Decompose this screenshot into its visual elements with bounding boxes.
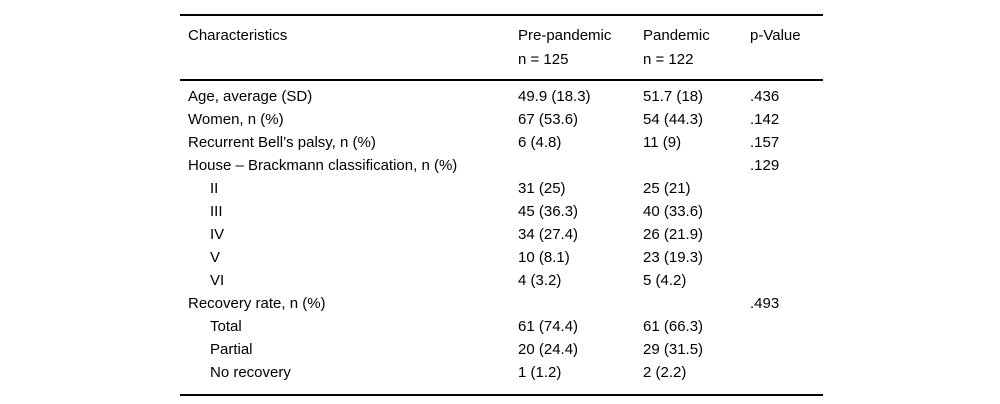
cell-pandemic: 2 (2.2)	[643, 364, 687, 381]
cell-label: II	[210, 180, 219, 197]
table-row: No recovery 1 (1.2) 2 (2.2)	[180, 361, 823, 395]
cell-pandemic: 26 (21.9)	[643, 226, 704, 243]
cell-label: Age, average (SD)	[188, 88, 313, 105]
cell-prepandemic: 10 (8.1)	[518, 249, 570, 266]
table-row: Age, average (SD) 49.9 (18.3) 51.7 (18) …	[180, 80, 823, 108]
cell-label: IV	[210, 226, 225, 243]
cell-label: Recovery rate, n (%)	[188, 295, 326, 312]
cell-label: Total	[210, 318, 242, 335]
cell-label: House – Brackmann classification, n (%)	[188, 157, 458, 174]
col-header-pandemic: Pandemic n = 122	[643, 15, 750, 81]
table-row: IV 34 (27.4) 26 (21.9)	[180, 223, 823, 246]
table-row: VI 4 (3.2) 5 (4.2)	[180, 269, 823, 292]
table-row: V 10 (8.1) 23 (19.3)	[180, 246, 823, 269]
cell-pvalue: .436	[750, 88, 780, 105]
cell-prepandemic: 1 (1.2)	[518, 364, 562, 381]
cell-prepandemic: 45 (36.3)	[518, 203, 579, 220]
table-row: Recurrent Bell’s palsy, n (%) 6 (4.8) 11…	[180, 131, 823, 154]
cell-pvalue: .493	[750, 295, 780, 312]
cell-pandemic: 61 (66.3)	[643, 318, 704, 335]
table-row: Women, n (%) 67 (53.6) 54 (44.3) .142	[180, 108, 823, 131]
cell-pandemic: 25 (21)	[643, 180, 691, 197]
cell-pvalue	[750, 223, 823, 246]
cell-label: Partial	[210, 341, 253, 358]
cell-prepandemic: 67 (53.6)	[518, 111, 579, 128]
cell-pvalue	[750, 338, 823, 361]
cell-prepandemic	[518, 154, 643, 177]
cell-label: Recurrent Bell’s palsy, n (%)	[188, 134, 376, 151]
cell-pvalue	[750, 246, 823, 269]
cell-pvalue	[750, 361, 823, 395]
cell-prepandemic: 49.9 (18.3)	[518, 88, 591, 105]
cell-label: No recovery	[210, 364, 291, 381]
cell-pvalue	[750, 200, 823, 223]
column-title: Characteristics	[188, 27, 288, 44]
cell-pandemic: 51.7 (18)	[643, 88, 704, 105]
column-title: p-Value	[750, 27, 801, 44]
table-row: III 45 (36.3) 40 (33.6)	[180, 200, 823, 223]
cell-label: V	[210, 249, 221, 266]
table-row: House – Brackmann classification, n (%) …	[180, 154, 823, 177]
cell-pandemic: 40 (33.6)	[643, 203, 704, 220]
cell-prepandemic	[518, 292, 643, 315]
cell-pandemic: 11 (9)	[643, 134, 682, 151]
cell-label: VI	[210, 272, 225, 289]
cell-pandemic: 5 (4.2)	[643, 272, 687, 289]
cell-prepandemic: 20 (24.4)	[518, 341, 579, 358]
header-row: Characteristics Pre-pandemic n = 125 Pan…	[180, 15, 823, 81]
cell-pvalue: .157	[750, 134, 780, 151]
column-subtitle-n: n = 122	[643, 51, 694, 68]
cell-pandemic: 54 (44.3)	[643, 111, 704, 128]
cell-pvalue	[750, 315, 823, 338]
table-row: Recovery rate, n (%) .493	[180, 292, 823, 315]
cell-pvalue	[750, 177, 823, 200]
table-body: Age, average (SD) 49.9 (18.3) 51.7 (18) …	[180, 80, 823, 395]
cell-pvalue	[750, 269, 823, 292]
col-header-pvalue: p-Value	[750, 15, 823, 81]
column-subtitle-n: n = 125	[518, 51, 569, 68]
characteristics-table-wrapper: Characteristics Pre-pandemic n = 125 Pan…	[180, 14, 823, 396]
cell-prepandemic: 6 (4.8)	[518, 134, 562, 151]
col-header-prepandemic: Pre-pandemic n = 125	[518, 15, 643, 81]
table-row: II 31 (25) 25 (21)	[180, 177, 823, 200]
cell-pandemic	[643, 292, 750, 315]
characteristics-table: Characteristics Pre-pandemic n = 125 Pan…	[180, 14, 823, 396]
cell-prepandemic: 4 (3.2)	[518, 272, 562, 289]
table-header: Characteristics Pre-pandemic n = 125 Pan…	[180, 15, 823, 81]
cell-pandemic: 23 (19.3)	[643, 249, 704, 266]
cell-pvalue: .142	[750, 111, 780, 128]
cell-prepandemic: 31 (25)	[518, 180, 566, 197]
column-title: Pandemic	[643, 27, 710, 44]
cell-label: III	[210, 203, 223, 220]
cell-label: Women, n (%)	[188, 111, 284, 128]
table-row: Partial 20 (24.4) 29 (31.5)	[180, 338, 823, 361]
cell-prepandemic: 34 (27.4)	[518, 226, 579, 243]
cell-pandemic	[643, 154, 750, 177]
cell-prepandemic: 61 (74.4)	[518, 318, 579, 335]
col-header-characteristics: Characteristics	[180, 15, 518, 81]
cell-pandemic: 29 (31.5)	[643, 341, 704, 358]
column-title: Pre-pandemic	[518, 27, 612, 44]
cell-pvalue: .129	[750, 157, 780, 174]
table-row: Total 61 (74.4) 61 (66.3)	[180, 315, 823, 338]
